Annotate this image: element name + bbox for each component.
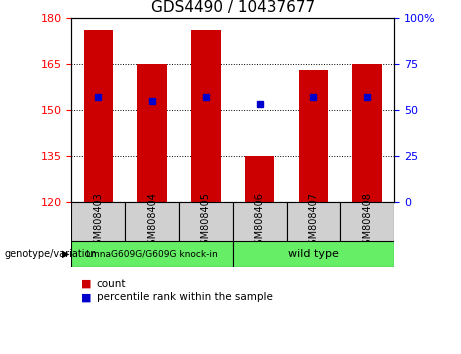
Text: ▶: ▶ <box>62 249 70 259</box>
Bar <box>245 156 274 202</box>
Bar <box>299 70 328 202</box>
Bar <box>233 241 394 267</box>
Text: GSM808407: GSM808407 <box>308 192 319 251</box>
Text: LmnaG609G/G609G knock-in: LmnaG609G/G609G knock-in <box>86 250 218 258</box>
Text: count: count <box>97 279 126 289</box>
Bar <box>287 202 340 241</box>
Text: GSM808403: GSM808403 <box>93 192 103 251</box>
Text: percentile rank within the sample: percentile rank within the sample <box>97 292 273 302</box>
Text: GSM808404: GSM808404 <box>147 192 157 251</box>
Bar <box>191 30 221 202</box>
Title: GDS4490 / 10437677: GDS4490 / 10437677 <box>151 0 315 15</box>
Text: genotype/variation: genotype/variation <box>5 249 97 259</box>
Bar <box>137 64 167 202</box>
Bar <box>71 241 233 267</box>
Bar <box>233 202 287 241</box>
Bar <box>340 202 394 241</box>
Text: GSM808405: GSM808405 <box>201 192 211 251</box>
Bar <box>179 202 233 241</box>
Text: ■: ■ <box>81 279 91 289</box>
Bar <box>71 202 125 241</box>
Text: GSM808406: GSM808406 <box>254 192 265 251</box>
Text: GSM808408: GSM808408 <box>362 192 372 251</box>
Bar <box>125 202 179 241</box>
Text: wild type: wild type <box>288 249 339 259</box>
Bar <box>353 64 382 202</box>
Bar <box>83 30 113 202</box>
Text: ■: ■ <box>81 292 91 302</box>
